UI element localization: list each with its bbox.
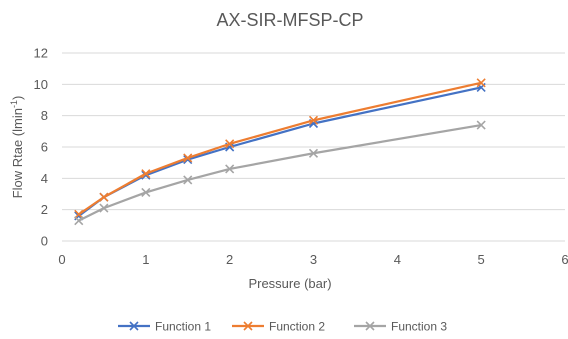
data-point-marker	[74, 216, 84, 226]
data-point-marker	[225, 164, 235, 174]
data-point-marker	[141, 187, 151, 197]
data-point-marker	[365, 321, 375, 331]
legend-item: Function 1	[118, 320, 211, 334]
x-tick-label: 5	[478, 252, 485, 267]
y-axis-label: Flow Rtae (lmin-1)	[9, 96, 25, 199]
legend: Function 1 Function 2 Function 3	[118, 320, 447, 334]
data-point-marker	[308, 115, 319, 125]
data-point-marker	[183, 153, 193, 163]
x-axis-label: Pressure (bar)	[248, 276, 331, 291]
y-tick-label: 12	[34, 46, 48, 61]
data-point-marker	[99, 192, 109, 202]
chart-title: AX-SIR-MFSP-CP	[216, 10, 363, 30]
y-tick-label: 2	[41, 202, 48, 217]
x-tick-label: 2	[226, 252, 233, 267]
x-tick-label: 0	[58, 252, 65, 267]
y-axis-label-superscript: -1	[9, 100, 19, 108]
series-3	[74, 120, 486, 226]
series	[74, 78, 486, 226]
legend-item: Function 2	[232, 320, 325, 334]
data-point-marker	[243, 321, 253, 331]
data-point-marker	[225, 139, 235, 149]
y-tick-label: 4	[41, 171, 48, 186]
data-point-marker	[141, 169, 151, 179]
series-line	[78, 86, 482, 217]
x-tick-label: 6	[561, 252, 568, 267]
x-axis-ticks: 0 1 2 3 4 5 6	[58, 252, 568, 267]
legend-label: Function 3	[391, 320, 447, 334]
data-point-marker	[476, 120, 486, 130]
x-tick-label: 1	[142, 252, 149, 267]
series-line	[78, 123, 482, 222]
series-1	[74, 82, 486, 221]
y-axis-label-text: Flow Rtae (lmin	[10, 108, 25, 198]
data-point-marker	[476, 78, 486, 88]
grid-lines	[62, 52, 565, 211]
y-axis-label-end: )	[10, 96, 25, 100]
legend-label: Function 2	[269, 320, 325, 334]
y-tick-label: 6	[41, 140, 48, 155]
y-tick-label: 8	[41, 108, 48, 123]
data-point-marker	[99, 203, 109, 213]
y-axis-ticks: 0 2 4 6 8 10 12	[34, 46, 48, 249]
y-tick-label: 0	[41, 234, 48, 249]
data-point-marker	[183, 175, 193, 185]
data-point-marker	[129, 321, 139, 331]
x-tick-label: 3	[310, 252, 317, 267]
x-tick-label: 4	[394, 252, 401, 267]
legend-label: Function 1	[155, 320, 211, 334]
legend-item: Function 3	[354, 320, 447, 334]
y-tick-label: 10	[34, 77, 48, 92]
data-point-marker	[308, 148, 319, 158]
